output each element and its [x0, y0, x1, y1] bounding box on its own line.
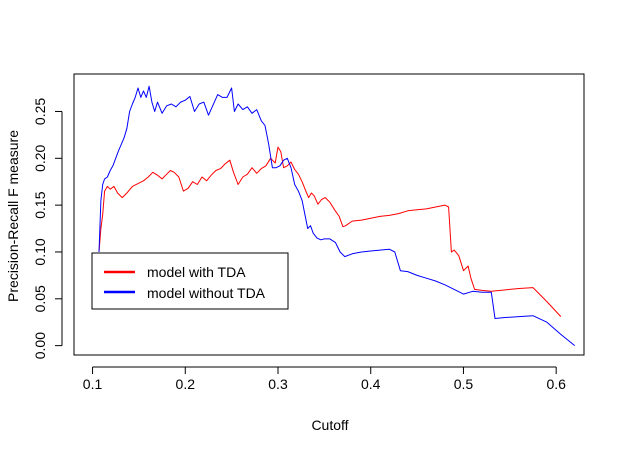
y-axis: 0.00 0.05 0.10 0.15 0.20 0.25 — [32, 98, 63, 359]
y-tick-label: 0.00 — [32, 332, 48, 359]
y-tick-label: 0.25 — [32, 98, 48, 125]
legend-label-without-tda: model without TDA — [147, 285, 266, 301]
y-axis-label: Precision-Recall F measure — [5, 130, 21, 302]
series-line-with-tda — [98, 146, 562, 317]
series-layer — [98, 85, 576, 346]
legend-label-with-tda: model with TDA — [147, 264, 246, 280]
legend: model with TDA model without TDA — [91, 252, 289, 310]
y-tick-label: 0.15 — [32, 191, 48, 218]
x-tick-label: 0.4 — [361, 376, 381, 392]
x-tick-label: 0.2 — [176, 376, 196, 392]
x-tick-label: 0.6 — [546, 376, 566, 392]
y-tick-label: 0.10 — [32, 238, 48, 265]
x-axis: 0.1 0.2 0.3 0.4 0.5 0.6 — [83, 366, 566, 392]
plot-frame — [73, 73, 585, 356]
x-tick-label: 0.1 — [83, 376, 103, 392]
series-line-without-tda — [98, 85, 576, 346]
legend-box — [91, 252, 289, 310]
x-axis-label: Cutoff — [311, 417, 348, 433]
x-tick-label: 0.5 — [454, 376, 474, 392]
y-tick-label: 0.05 — [32, 285, 48, 312]
x-tick-label: 0.3 — [268, 376, 288, 392]
y-tick-label: 0.20 — [32, 144, 48, 171]
